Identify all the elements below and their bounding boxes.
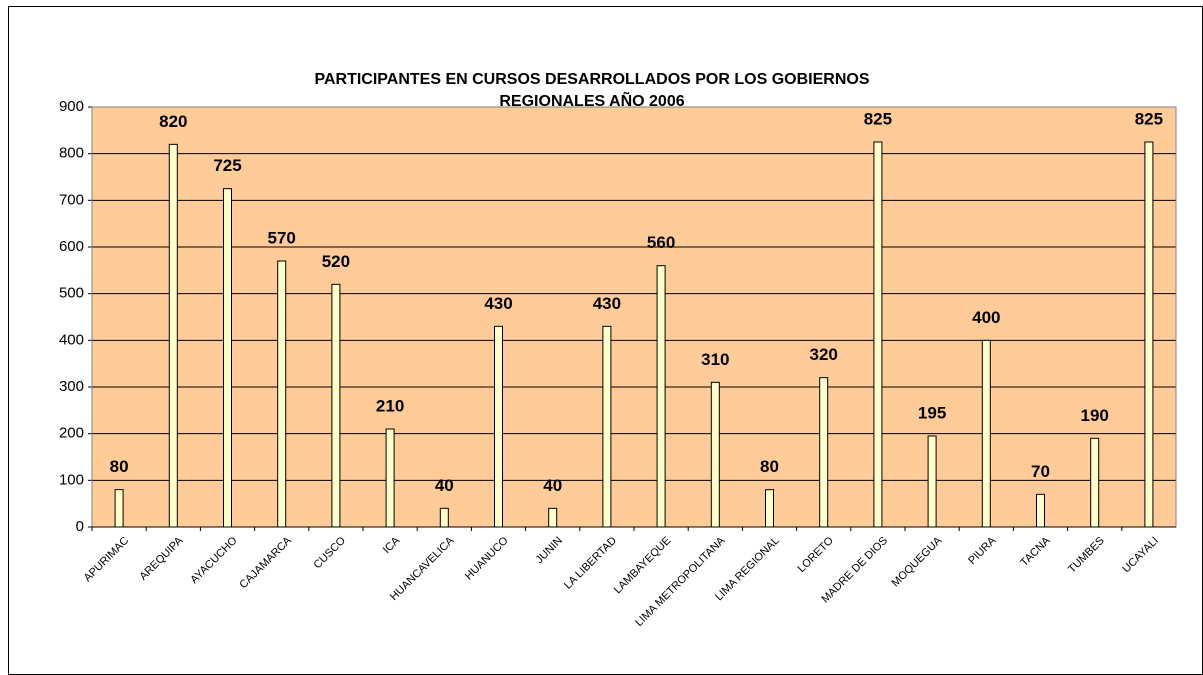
data-label: 320 xyxy=(810,345,838,364)
data-label: 570 xyxy=(268,228,296,247)
data-label: 310 xyxy=(701,350,729,369)
plot-background xyxy=(92,107,1176,527)
data-label: 40 xyxy=(435,476,454,495)
bar xyxy=(331,283,341,528)
y-tick-label: 800 xyxy=(59,145,84,162)
bar xyxy=(656,265,666,528)
data-label: 80 xyxy=(110,457,129,476)
data-label: 195 xyxy=(918,403,946,422)
bar xyxy=(710,381,720,528)
data-label: 70 xyxy=(1031,462,1050,481)
data-label: 400 xyxy=(972,308,1000,327)
data-label: 820 xyxy=(159,112,187,131)
bar xyxy=(602,325,612,528)
y-tick-label: 900 xyxy=(59,98,84,115)
y-tick-label: 400 xyxy=(59,331,84,348)
bar xyxy=(819,377,829,528)
data-label: 825 xyxy=(864,109,892,128)
bar xyxy=(548,507,558,528)
y-tick-label: 100 xyxy=(59,471,84,488)
y-tick-label: 0 xyxy=(76,518,84,535)
data-label: 520 xyxy=(322,252,350,271)
y-tick-label: 600 xyxy=(59,238,84,255)
data-label: 210 xyxy=(376,396,404,415)
bar xyxy=(981,339,991,528)
bar xyxy=(168,143,178,528)
bar xyxy=(439,507,449,528)
bar xyxy=(494,325,503,528)
data-label: 560 xyxy=(647,233,675,252)
bar xyxy=(385,428,395,528)
data-label: 825 xyxy=(1135,109,1163,128)
bar xyxy=(277,260,287,528)
bar xyxy=(1036,493,1045,528)
data-label: 190 xyxy=(1081,406,1109,425)
data-label: 40 xyxy=(543,476,562,495)
data-label: 725 xyxy=(213,156,241,175)
bar xyxy=(223,188,232,528)
y-tick-label: 200 xyxy=(59,425,84,442)
bar xyxy=(765,489,774,528)
data-label: 80 xyxy=(760,457,779,476)
bar xyxy=(1144,141,1154,528)
data-label: 430 xyxy=(484,294,512,313)
y-tick-label: 300 xyxy=(59,378,84,395)
data-label: 430 xyxy=(593,294,621,313)
bar xyxy=(114,489,124,528)
bar xyxy=(1090,437,1100,528)
y-tick-label: 700 xyxy=(59,191,84,208)
bar xyxy=(927,435,937,528)
bar xyxy=(873,141,883,528)
chart-title: PARTICIPANTES EN CURSOS DESARROLLADOS PO… xyxy=(314,71,869,88)
chart-title: REGIONALES AÑO 2006 xyxy=(499,90,684,110)
y-tick-label: 500 xyxy=(59,285,84,302)
